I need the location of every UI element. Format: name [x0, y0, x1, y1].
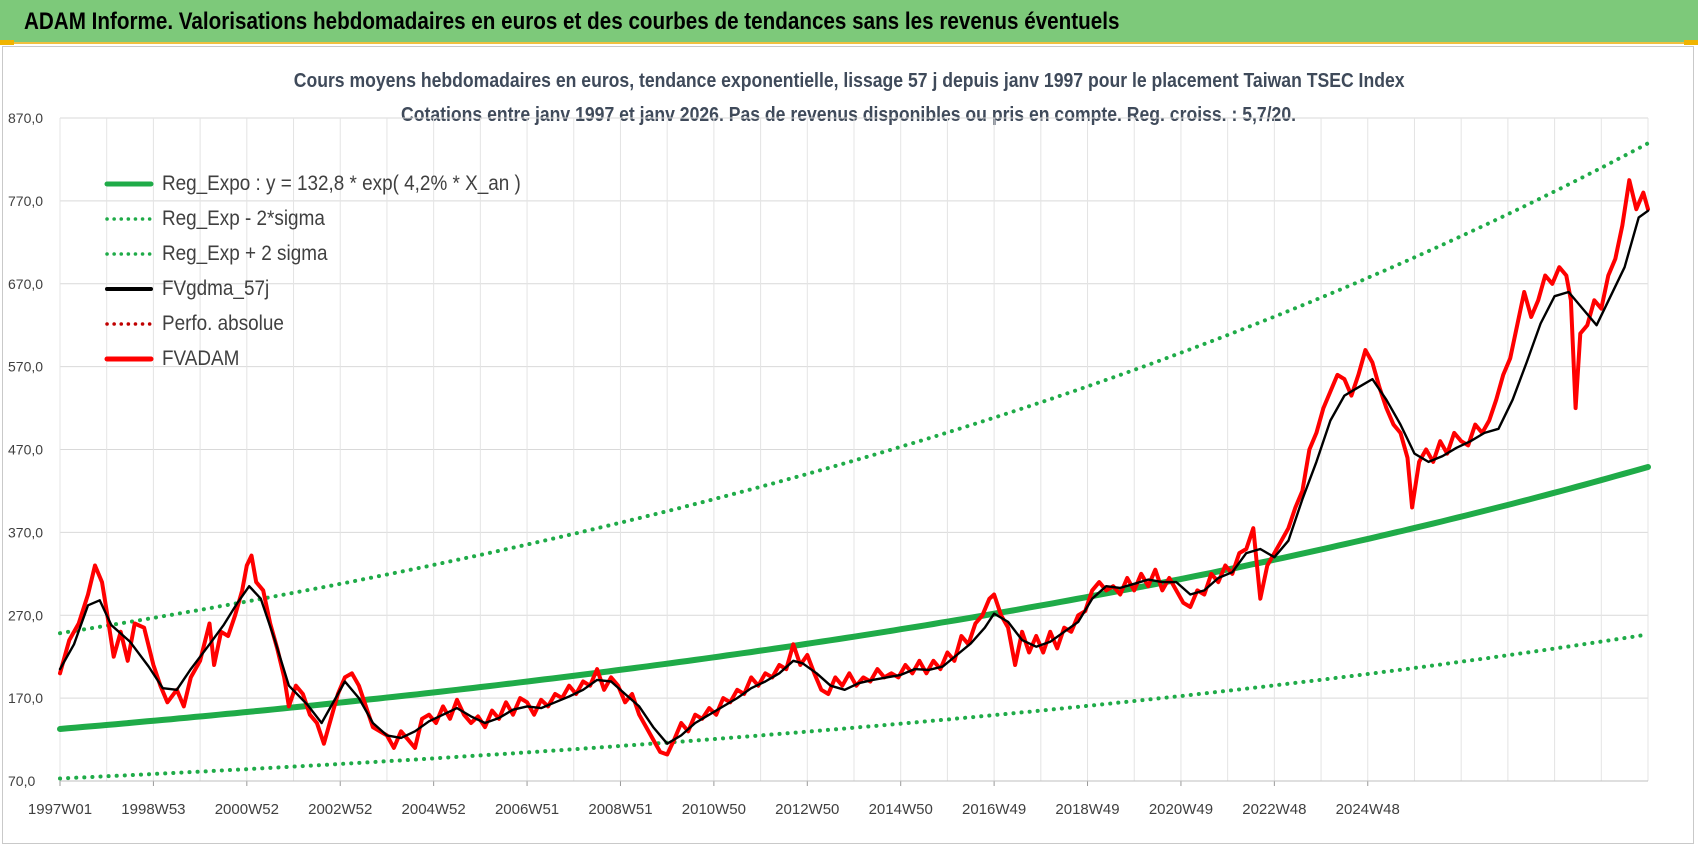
series-line-reg_high: [58, 141, 1650, 636]
series-line-raw: [58, 178, 1650, 757]
x-tick-label: 2006W51: [495, 801, 559, 818]
corner-mark-left: [0, 40, 14, 45]
chart-subtitle-text: Cotations entre janv 1997 et janv 2026. …: [401, 104, 1297, 126]
x-tick-label: 2000W52: [215, 801, 279, 818]
x-tick-label: 2022W48: [1242, 801, 1306, 818]
chart-title-text: Cours moyens hebdomadaires en euros, ten…: [293, 70, 1405, 92]
x-tick-label: 2016W49: [962, 801, 1026, 818]
legend-swatch: [105, 216, 153, 221]
x-tick-label: 1998W53: [121, 801, 185, 818]
page-title: ADAM Informe. Valorisations hebdomadaire…: [24, 8, 1120, 35]
x-tick-label: 1997W01: [28, 801, 92, 818]
legend-label: Reg_Expo : y = 132,8 * exp( 4,2% * X_an …: [162, 171, 521, 195]
chart-frame: [2, 46, 1694, 844]
legend-label: Perfo. absolue: [162, 311, 284, 335]
x-tick-label: 2002W52: [308, 801, 372, 818]
chart-subtitle: Cotations entre janv 1997 et janv 2026. …: [0, 104, 1698, 127]
x-tick-label: 2008W51: [588, 801, 652, 818]
x-tick-label: 2012W50: [775, 801, 839, 818]
legend-item: Reg_Exp - 2*sigma: [104, 201, 561, 236]
legend-item: FVADAM: [104, 341, 561, 376]
legend-item: Reg_Exp + 2 sigma: [104, 236, 561, 271]
chart-title: Cours moyens hebdomadaires en euros, ten…: [0, 70, 1698, 93]
x-tick-label: 2014W50: [869, 801, 933, 818]
x-tick-label: 2024W48: [1336, 801, 1400, 818]
y-tick-label: 270,0: [8, 607, 43, 623]
x-tick-label: 2020W49: [1149, 801, 1213, 818]
series-line-reg: [57, 464, 1651, 732]
x-tick-label: 2018W49: [1055, 801, 1119, 818]
legend-label: Reg_Exp + 2 sigma: [162, 241, 328, 265]
y-tick-label: 670,0: [8, 276, 43, 292]
legend-swatch: [105, 251, 153, 256]
chart-legend: Reg_Expo : y = 132,8 * exp( 4,2% * X_an …: [104, 166, 561, 376]
y-tick-label: 870,0: [8, 110, 43, 126]
y-tick-label: 170,0: [8, 690, 43, 706]
x-tick-label: 2010W50: [682, 801, 746, 818]
legend-item: FVgdma_57j: [104, 271, 561, 306]
legend-swatch: [105, 286, 153, 291]
series-line-smooth: [58, 209, 1650, 745]
legend-swatch: [104, 181, 154, 186]
y-tick-label: 570,0: [8, 359, 43, 375]
legend-label: FVgdma_57j: [162, 276, 270, 300]
series-line-reg_low: [58, 632, 1650, 781]
legend-swatch: [105, 321, 153, 326]
x-tick-label: 2004W52: [402, 801, 466, 818]
y-tick-label: 370,0: [8, 524, 43, 540]
legend-label: Reg_Exp - 2*sigma: [162, 206, 325, 230]
corner-mark-right: [1684, 40, 1698, 45]
legend-item: Perfo. absolue: [104, 306, 561, 341]
y-tick-label: 70,0: [8, 773, 35, 789]
legend-label: FVADAM: [162, 346, 240, 370]
y-tick-label: 470,0: [8, 442, 43, 458]
legend-item: Reg_Expo : y = 132,8 * exp( 4,2% * X_an …: [104, 166, 561, 201]
header-bar: ADAM Informe. Valorisations hebdomadaire…: [0, 0, 1698, 44]
legend-swatch: [104, 356, 154, 361]
y-tick-label: 770,0: [8, 193, 43, 209]
